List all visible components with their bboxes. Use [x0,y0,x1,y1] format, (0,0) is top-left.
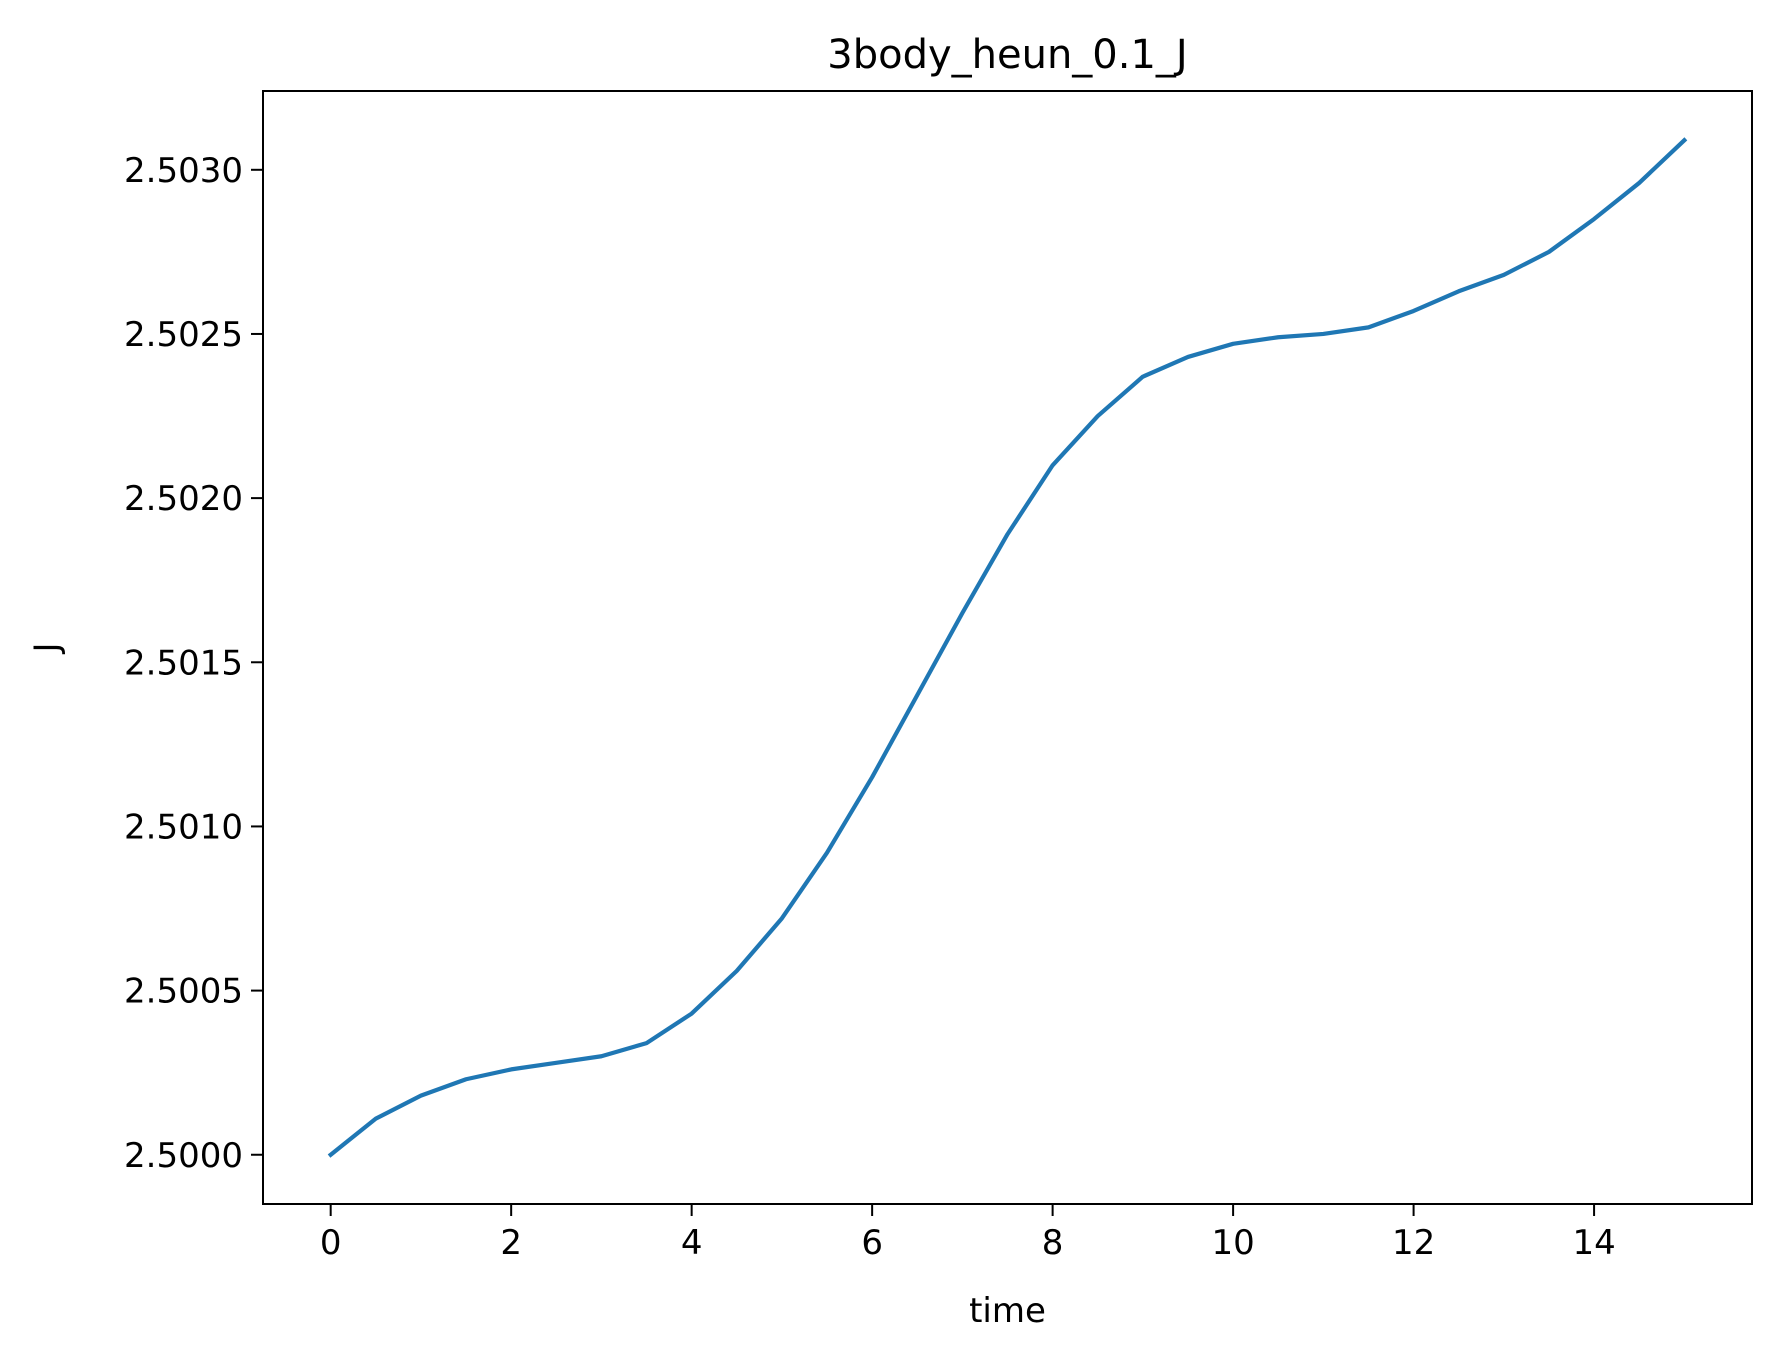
y-tick-label: 2.5020 [124,479,243,519]
y-axis-ticks: 2.5000 2.5005 2.5010 2.5015 2.5020 2.5025 2.50… [124,151,263,1176]
x-tick-label: 0 [320,1223,342,1263]
x-tick-label: 2 [500,1223,522,1263]
y-tick-label: 2.5030 [124,151,243,191]
series-line-1 [327,137,1688,1158]
x-axis-title: time [969,1291,1046,1331]
y-axis-title: J [27,642,67,654]
y-tick-label: 2.5000 [124,1136,243,1176]
x-tick-label: 4 [681,1223,703,1263]
y-tick-label: 2.5010 [124,807,243,847]
y-tick-label: 2.5025 [124,315,243,355]
x-tick-label: 8 [1042,1223,1064,1263]
axes-frame [262,90,1753,1205]
x-tick-label: 10 [1211,1223,1254,1263]
y-tick-label: 2.5015 [124,643,243,683]
plot-area [262,90,1753,1205]
chart-title: 3body_heun_0.1_J [827,32,1187,78]
x-tick-label: 12 [1392,1223,1435,1263]
x-axis-ticks: 0 2 4 6 8 10 12 14 [320,1204,1616,1263]
x-tick-label: 6 [861,1223,883,1263]
y-tick-label: 2.5005 [124,972,243,1012]
x-tick-label: 14 [1572,1223,1615,1263]
